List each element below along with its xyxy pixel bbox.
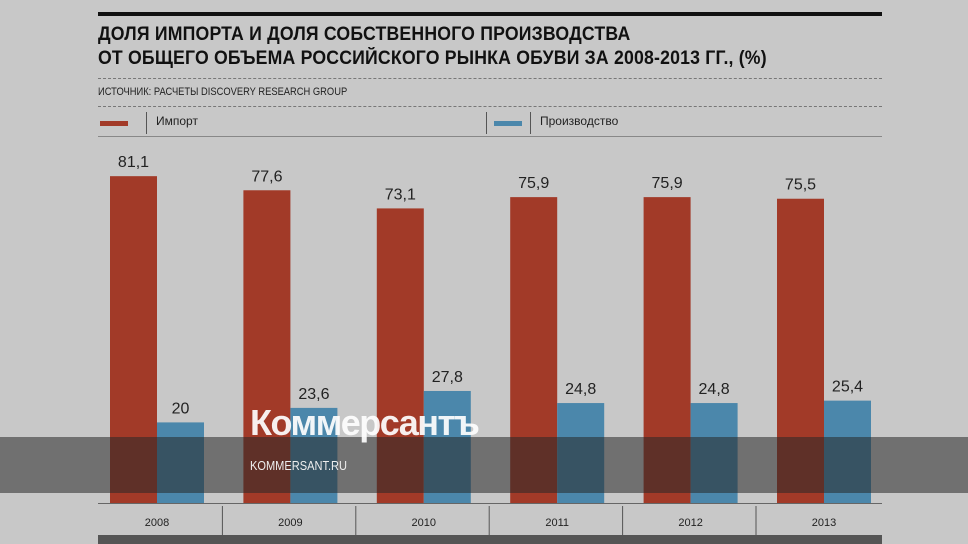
divider (98, 78, 882, 79)
legend-label-import: Импорт (156, 114, 198, 128)
bottom-bar (98, 535, 882, 544)
watermark-logo: Коммерсантъ (250, 402, 480, 443)
legend-swatch-production (494, 121, 522, 126)
source-note: ИСТОЧНИК: РАСЧЕТЫ DISCOVERY RESEARCH GRO… (98, 86, 348, 98)
data-label: 20 (172, 400, 190, 417)
x-tick-label: 2013 (812, 517, 836, 529)
data-label: 27,8 (432, 369, 463, 386)
x-tick-label: 2011 (545, 517, 569, 529)
data-label: 81,1 (118, 154, 149, 171)
chart-title-line2: ОТ ОБЩЕГО ОБЪЕМА РОССИЙСКОГО РЫНКА ОБУВИ… (98, 48, 767, 69)
data-label: 75,9 (652, 175, 683, 192)
data-label: 73,1 (385, 186, 416, 203)
legend-label-production: Производство (540, 114, 619, 128)
x-tick-label: 2010 (412, 517, 436, 529)
divider (98, 136, 882, 137)
watermark-band (0, 437, 968, 493)
data-label: 24,8 (565, 381, 596, 398)
x-tick-label: 2009 (278, 517, 302, 529)
data-label: 25,4 (832, 379, 863, 396)
data-label: 77,6 (251, 168, 282, 185)
data-label: 75,5 (785, 177, 816, 194)
data-label: 75,9 (518, 175, 549, 192)
divider (530, 112, 531, 134)
data-label: 23,6 (298, 386, 329, 403)
divider (146, 112, 147, 134)
watermark-site: KOMMERSANT.RU (250, 458, 348, 473)
data-label: 24,8 (699, 381, 730, 398)
divider (486, 112, 487, 134)
divider (98, 106, 882, 107)
chart-title-line1: ДОЛЯ ИМПОРТА И ДОЛЯ СОБСТВЕННОГО ПРОИЗВО… (98, 24, 631, 45)
top-rule (98, 12, 882, 16)
x-tick-label: 2008 (145, 517, 169, 529)
x-tick-label: 2012 (678, 517, 702, 529)
legend-swatch-import (100, 121, 128, 126)
